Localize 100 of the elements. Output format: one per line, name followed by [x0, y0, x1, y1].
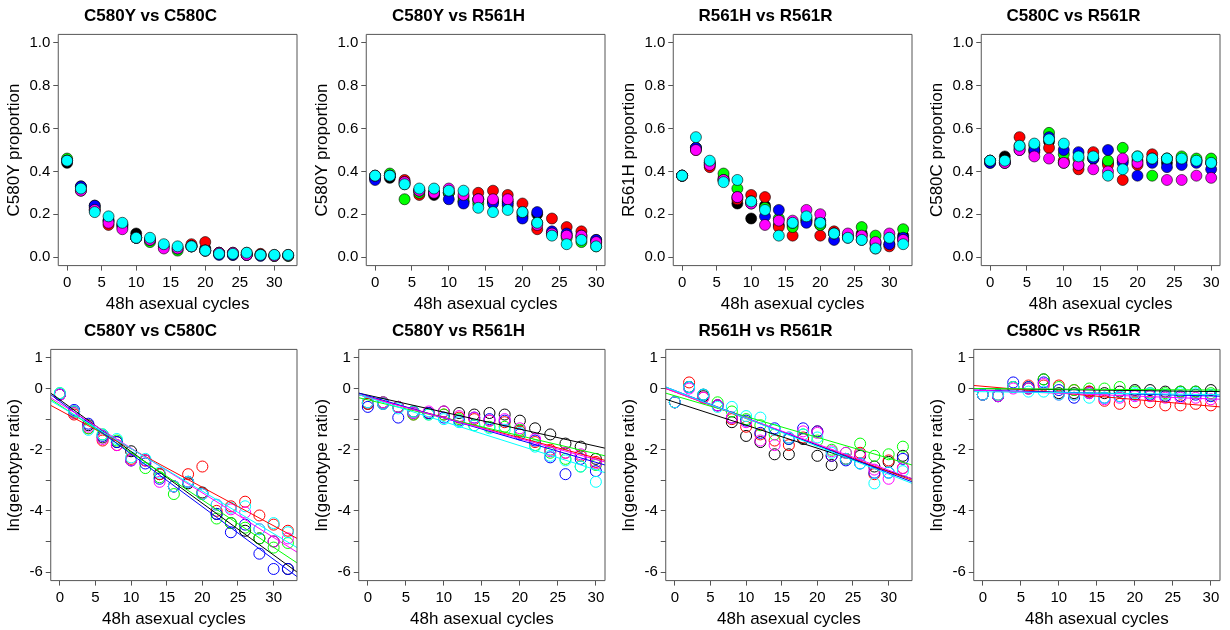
x-tick-label: 30 [1202, 272, 1219, 290]
y-tick-label: -6 [644, 562, 658, 580]
x-tick-label: 10 [122, 587, 140, 605]
y-tick-label: 0.8 [644, 75, 666, 93]
x-tick-label: 30 [1202, 587, 1219, 605]
x-axis-title: 48h asexual cycles [105, 294, 250, 314]
x-tick-label: 25 [844, 587, 862, 605]
x-tick-label: 10 [435, 587, 452, 605]
y-tick-label: 0.6 [644, 118, 666, 136]
chart-title: C580Y vs C580C [84, 320, 217, 340]
x-tick-label: 20 [1126, 587, 1143, 605]
y-tick-label: 0.4 [29, 161, 51, 179]
x-tick-label: 15 [473, 587, 490, 605]
x-tick-label: 20 [194, 587, 211, 605]
x-tick-label: 20 [1128, 272, 1146, 290]
y-tick-label: 0.2 [336, 204, 358, 222]
x-tick-label: 15 [773, 587, 791, 605]
x-axis-title: 48h asexual cycles [102, 609, 246, 629]
y-tick-label: 0.4 [644, 161, 666, 179]
x-tick-label: 5 [91, 587, 100, 605]
y-tick-label: 1 [341, 348, 351, 366]
y-tick-label: 0.6 [951, 118, 973, 136]
x-tick-label: 15 [1091, 272, 1109, 290]
y-tick-label: 0 [956, 378, 966, 396]
x-tick-label: 30 [587, 272, 604, 290]
x-tick-label: 25 [229, 587, 247, 605]
x-tick-label: 15 [476, 272, 494, 290]
y-tick-label: -6 [29, 562, 43, 580]
x-tick-label: 15 [777, 272, 795, 290]
y-axis-title: ln(genotype ratio) [311, 398, 331, 532]
x-tick-label: 0 [677, 272, 687, 290]
x-axis-title: 48h asexual cycles [409, 609, 554, 629]
y-tick-label: 0 [649, 378, 658, 396]
x-tick-label: 0 [55, 587, 65, 605]
x-tick-label: 5 [706, 587, 715, 605]
x-axis-title: 48h asexual cycles [717, 609, 861, 629]
y-tick-label: 1 [649, 348, 658, 366]
chart-title: C580C vs R561R [1005, 320, 1141, 340]
chart-title: C580Y vs R561H [391, 320, 525, 340]
x-tick-label: 25 [1165, 272, 1183, 290]
y-tick-label: -6 [951, 562, 966, 580]
x-tick-label: 20 [811, 272, 829, 290]
y-tick-label: 0.8 [336, 75, 358, 93]
x-tick-label: 5 [401, 587, 410, 605]
y-axis-title: ln(genotype ratio) [618, 398, 638, 532]
x-axis-title: 48h asexual cycles [720, 294, 865, 314]
x-tick-label: 0 [370, 272, 379, 290]
x-tick-label: 20 [196, 272, 214, 290]
x-tick-label: 25 [231, 272, 249, 290]
y-tick-label: -2 [644, 439, 658, 457]
x-tick-label: 10 [742, 272, 760, 290]
chart-title: C580Y vs C580C [84, 5, 217, 25]
y-tick-label: -4 [29, 501, 43, 519]
y-tick-label: 1.0 [644, 33, 666, 51]
y-tick-label: 1.0 [29, 33, 51, 51]
x-tick-label: 5 [1016, 587, 1025, 605]
x-tick-label: 30 [266, 272, 283, 290]
x-tick-label: 0 [985, 272, 994, 290]
x-tick-label: 10 [127, 272, 145, 290]
x-tick-label: 0 [62, 272, 72, 290]
chart-title: C580C vs R561R [1005, 5, 1141, 25]
x-tick-label: 10 [1050, 587, 1067, 605]
x-tick-label: 10 [1054, 272, 1072, 290]
y-tick-label: -6 [336, 562, 351, 580]
x-tick-label: 20 [513, 272, 531, 290]
y-tick-label: 0.2 [29, 204, 51, 222]
y-tick-label: 1 [34, 348, 43, 366]
y-tick-label: 0.0 [644, 247, 666, 265]
y-tick-label: 0.6 [336, 118, 358, 136]
x-tick-label: 0 [363, 587, 372, 605]
y-tick-label: 0.4 [951, 161, 973, 179]
y-tick-label: 0.8 [29, 75, 51, 93]
y-axis-title: R561H proportion [618, 82, 638, 218]
x-axis-title: 48h asexual cycles [413, 294, 557, 314]
y-axis-title: C580Y proportion [311, 83, 331, 217]
y-tick-label: -4 [644, 501, 658, 519]
x-tick-label: 10 [439, 272, 457, 290]
x-tick-label: 5 [712, 272, 721, 290]
x-tick-label: 25 [549, 587, 566, 605]
chart-title: R561H vs R561R [698, 5, 833, 25]
x-axis-title: 48h asexual cycles [1028, 294, 1172, 314]
x-tick-label: 30 [881, 272, 898, 290]
x-tick-label: 25 [550, 272, 568, 290]
y-axis-title: C580Y proportion [3, 83, 23, 217]
y-tick-label: 1.0 [951, 33, 973, 51]
y-axis-title: ln(genotype ratio) [926, 398, 946, 532]
x-tick-label: 15 [1088, 587, 1105, 605]
y-tick-label: 0 [341, 378, 351, 396]
y-tick-label: 0.0 [336, 247, 358, 265]
y-tick-label: 0.0 [951, 247, 973, 265]
y-tick-label: 0.2 [951, 204, 973, 222]
x-tick-label: 0 [670, 587, 680, 605]
y-tick-label: 0.2 [644, 204, 666, 222]
x-tick-label: 0 [978, 587, 987, 605]
x-tick-label: 10 [737, 587, 755, 605]
x-tick-label: 25 [846, 272, 864, 290]
y-tick-label: 1.0 [336, 33, 358, 51]
y-tick-label: -2 [951, 439, 966, 457]
x-tick-label: 20 [809, 587, 826, 605]
y-tick-label: 0.6 [29, 118, 51, 136]
